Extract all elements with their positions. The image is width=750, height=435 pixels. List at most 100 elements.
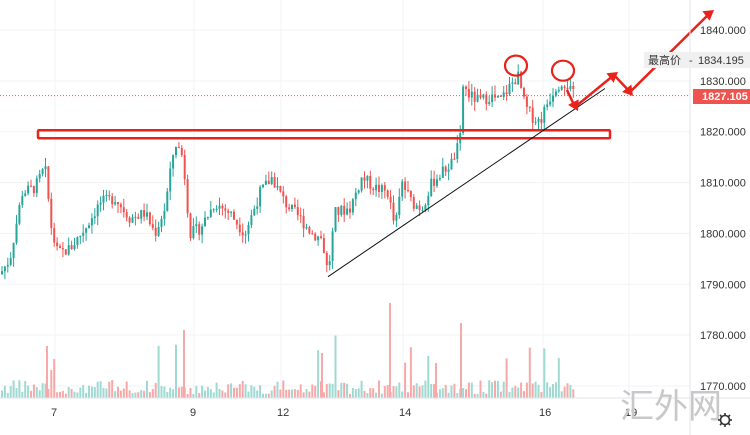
candle-body: [192, 226, 195, 239]
volume-bar: [227, 384, 230, 398]
candle-body: [50, 198, 53, 229]
volume-bar: [543, 348, 546, 398]
candle-body: [349, 208, 351, 213]
candle-body: [534, 121, 537, 123]
high-label-dash: -: [689, 55, 693, 67]
volume-bar: [430, 384, 433, 398]
volume-bar: [346, 383, 349, 398]
candle-body: [59, 246, 61, 249]
candle-body: [502, 92, 505, 97]
volume-bar: [383, 386, 386, 398]
volume-bar: [485, 393, 488, 398]
candle-body: [325, 252, 328, 266]
candle-body: [227, 210, 230, 213]
candle-body: [465, 86, 467, 89]
volume-bar: [235, 387, 238, 398]
volume-bar: [531, 383, 534, 398]
volume-bar: [537, 384, 540, 398]
volume-bar: [491, 382, 494, 398]
volume-bar: [160, 386, 163, 398]
y-tick-label: 1810.000: [700, 178, 746, 190]
volume-bar: [375, 392, 378, 398]
y-tick-label: 1800.000: [700, 228, 746, 240]
candle-body: [61, 248, 64, 250]
candle-body: [64, 249, 67, 255]
volume-bar: [79, 387, 82, 398]
volume-bar: [424, 380, 427, 398]
volume-bar: [325, 384, 328, 398]
candle-body: [346, 208, 349, 215]
volume-bar: [189, 387, 192, 398]
candle-body: [215, 208, 218, 210]
candle-body: [433, 178, 436, 186]
volume-bar: [291, 389, 293, 398]
y-tick-label: 1830.000: [700, 76, 746, 88]
volume-bar: [499, 391, 502, 398]
volume-bar: [488, 380, 491, 398]
candle-body: [143, 210, 146, 217]
volume-bar: [305, 388, 308, 398]
candle-body: [389, 196, 392, 203]
candle-body: [407, 189, 409, 191]
volume-bar: [343, 382, 346, 398]
candle-body: [186, 179, 189, 214]
candle-body: [546, 104, 549, 108]
x-tick-label: 19: [625, 407, 637, 419]
y-tick-label: 1790.000: [700, 279, 746, 291]
candle-body: [76, 237, 79, 246]
volume-bar: [90, 386, 93, 398]
volume-bar: [201, 385, 204, 398]
volume-bar: [293, 389, 296, 398]
gear-icon[interactable]: [718, 413, 732, 427]
candle-body: [119, 204, 122, 208]
volume-bar: [247, 391, 250, 398]
candle-body: [447, 169, 450, 172]
candle-body: [241, 232, 244, 236]
volume-bar: [215, 382, 218, 398]
candle-body: [557, 89, 560, 92]
candle-body: [218, 205, 221, 209]
high-label: 最高价: [648, 53, 681, 67]
candle-body: [128, 217, 131, 223]
volume-bar: [435, 363, 437, 398]
volume-bar: [41, 383, 44, 398]
volume-bar: [331, 383, 334, 398]
candle-body: [378, 184, 380, 192]
candle-body: [357, 190, 360, 193]
volume-bar: [302, 392, 305, 398]
candle-body: [67, 245, 70, 255]
volume-bar: [523, 391, 525, 398]
candle-body: [369, 175, 372, 189]
volume-bar: [328, 383, 331, 398]
candle-body: [305, 227, 308, 229]
volume-bar: [206, 387, 209, 398]
candle-body: [117, 202, 119, 205]
candle-body: [183, 155, 186, 180]
candle-body: [90, 218, 93, 226]
candle-body: [3, 266, 6, 272]
arrow-down-1: [568, 99, 579, 111]
arrow-up-1: [606, 72, 618, 83]
candle-body: [235, 219, 238, 225]
candle-body: [334, 207, 337, 232]
volume-bar: [453, 383, 456, 398]
candle-body: [398, 196, 401, 216]
volume-bar: [175, 344, 177, 398]
candle-body: [85, 228, 88, 233]
volume-bar: [18, 380, 21, 398]
volume-bar: [85, 392, 88, 398]
candle-body: [505, 92, 508, 95]
volume-bar: [276, 381, 279, 398]
volume-bar: [517, 387, 520, 398]
volume-bar: [311, 384, 314, 398]
volume-bar: [56, 392, 59, 398]
candle-body: [157, 227, 160, 236]
volume-bar: [299, 384, 302, 398]
candle-body: [180, 147, 183, 156]
x-tick-label: 12: [277, 407, 289, 419]
candle-body: [479, 94, 482, 98]
volume-bar: [462, 388, 465, 398]
candle-body: [198, 224, 201, 235]
candle-body: [212, 209, 215, 211]
